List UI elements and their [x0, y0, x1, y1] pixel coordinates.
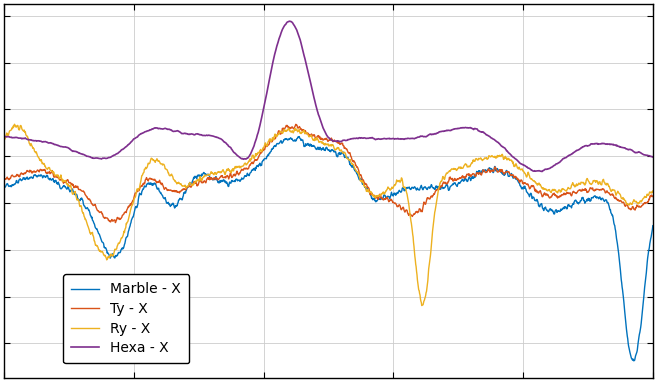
Ty - X: [292, 122, 300, 126]
Marble - X: [51, 180, 58, 185]
Ry - X: [78, 204, 85, 208]
Ry - X: [649, 189, 657, 193]
Ry - X: [289, 131, 297, 135]
Hexa - X: [289, 22, 297, 26]
Hexa - X: [301, 57, 309, 61]
Line: Hexa - X: Hexa - X: [4, 21, 653, 172]
Hexa - X: [370, 136, 378, 141]
Hexa - X: [649, 155, 657, 159]
Marble - X: [649, 223, 657, 228]
Marble - X: [296, 134, 304, 139]
Hexa - X: [275, 36, 283, 40]
Marble - X: [370, 196, 378, 201]
Ry - X: [276, 130, 284, 134]
Hexa - X: [538, 169, 546, 174]
Marble - X: [77, 196, 85, 201]
Hexa - X: [0, 134, 8, 139]
Ty - X: [289, 126, 297, 131]
Marble - X: [301, 144, 309, 149]
Hexa - X: [285, 19, 293, 23]
Line: Ty - X: Ty - X: [4, 124, 653, 223]
Ty - X: [77, 188, 85, 192]
Line: Ry - X: Ry - X: [4, 124, 653, 306]
Ry - X: [51, 173, 58, 178]
Ry - X: [370, 193, 378, 197]
Ty - X: [112, 220, 120, 225]
Marble - X: [0, 185, 8, 189]
Hexa - X: [77, 151, 85, 156]
Ty - X: [370, 193, 378, 197]
Legend: Marble - X, Ty - X, Ry - X, Hexa - X: Marble - X, Ty - X, Ry - X, Hexa - X: [63, 274, 189, 363]
Marble - X: [275, 141, 283, 145]
Ty - X: [649, 194, 657, 199]
Line: Marble - X: Marble - X: [4, 136, 653, 361]
Ty - X: [302, 128, 309, 133]
Ry - X: [418, 303, 426, 308]
Ty - X: [276, 131, 284, 136]
Ty - X: [51, 175, 58, 179]
Ry - X: [11, 122, 18, 126]
Ry - X: [0, 138, 8, 142]
Marble - X: [289, 138, 297, 142]
Ty - X: [0, 177, 8, 181]
Ry - X: [301, 131, 309, 136]
Hexa - X: [51, 142, 58, 147]
Marble - X: [630, 359, 638, 363]
